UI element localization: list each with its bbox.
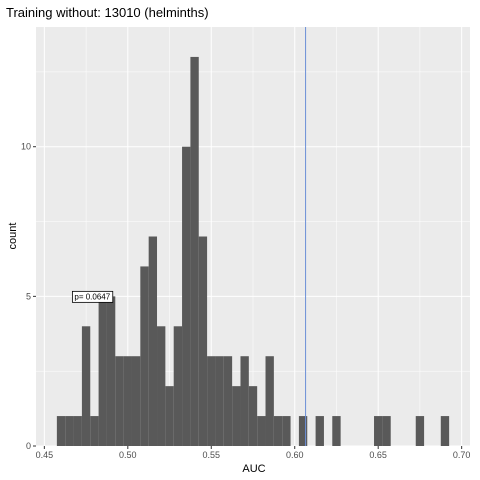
y-axis-title: count — [7, 223, 19, 250]
histogram-bar — [148, 236, 158, 446]
annotation-label: p= 0.0647 — [74, 292, 110, 301]
y-tick-label: 0 — [26, 441, 31, 451]
p-value-annotation: p= 0.0647 — [71, 290, 114, 303]
annotation-box — [71, 290, 114, 303]
histogram-bar — [157, 326, 166, 446]
histogram-bar — [115, 356, 124, 446]
histogram-bar — [190, 56, 199, 447]
histogram-bar — [248, 386, 258, 446]
y-tick-label: 5 — [26, 291, 31, 301]
histogram-bar — [182, 146, 191, 446]
histogram-bar — [73, 416, 82, 446]
histogram-bar — [298, 416, 308, 446]
x-tick-label: 0.60 — [286, 450, 304, 460]
histogram-bar — [207, 356, 216, 446]
histogram-bar — [90, 416, 99, 446]
x-tick-label: 0.50 — [119, 450, 137, 460]
x-tick-label: 0.55 — [203, 450, 221, 460]
histogram-bar — [282, 416, 291, 446]
histogram-bar — [123, 356, 132, 446]
histogram-bar — [257, 416, 266, 446]
histogram-bar — [165, 386, 174, 446]
histogram-bar — [173, 326, 183, 446]
histogram-bar — [273, 416, 283, 446]
histogram-bar — [198, 236, 208, 446]
histogram-bar — [140, 266, 149, 446]
histogram-bar — [56, 416, 66, 446]
y-tick-label: 10 — [21, 142, 31, 152]
x-axis-title: AUC — [242, 463, 265, 475]
y-axis-ticks: 0 5 10 — [21, 142, 36, 451]
histogram-bar — [382, 416, 391, 446]
histogram-bar — [215, 356, 224, 446]
histogram-bar — [332, 416, 341, 446]
x-tick-label: 0.45 — [36, 450, 54, 460]
chart-title: Training without: 13010 (helminths) — [6, 5, 209, 20]
histogram-bar — [440, 416, 450, 446]
histogram-bar — [315, 416, 324, 446]
histogram-bar — [265, 356, 274, 446]
histogram-bar — [240, 356, 249, 446]
x-tick-label: 0.70 — [453, 450, 471, 460]
histogram-bar — [106, 296, 116, 446]
histogram-bar — [131, 356, 141, 446]
histogram-bar — [232, 386, 241, 446]
histogram-bar — [81, 326, 91, 446]
x-tick-label: 0.65 — [369, 450, 387, 460]
histogram-bar — [98, 296, 107, 446]
histogram-bars — [56, 56, 450, 447]
histogram-bar — [415, 416, 425, 446]
x-axis-ticks: 0.45 0.50 0.55 0.60 0.65 0.70 — [36, 446, 471, 460]
histogram-bar — [223, 356, 233, 446]
histogram-bar — [374, 416, 383, 446]
histogram-bar — [65, 416, 74, 446]
